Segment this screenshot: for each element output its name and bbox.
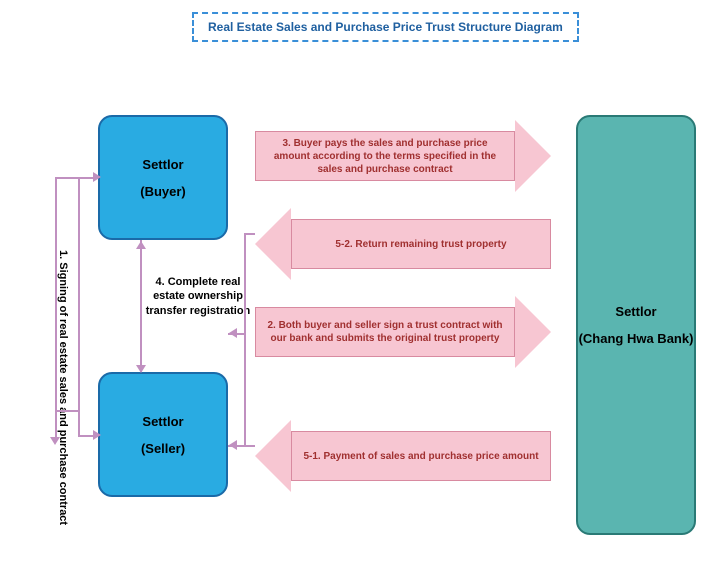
arrow-step3-label: 3. Buyer pays the sales and purchase pri… <box>255 131 515 181</box>
arrowhead-right-icon <box>515 120 551 192</box>
node-bank-line1: Settlor <box>615 304 656 319</box>
arrowhead-left-icon <box>255 420 291 492</box>
label-step4: 4. Complete real estate ownership transf… <box>143 275 253 318</box>
arrow-step5-2-label: 5-2. Return remaining trust property <box>291 219 551 269</box>
arrow-step3: 3. Buyer pays the sales and purchase pri… <box>255 120 551 192</box>
arrow-step5-2: 5-2. Return remaining trust property <box>255 208 551 280</box>
connector-arrowhead-icon <box>229 440 237 450</box>
arrow-step5-1-label: 5-1. Payment of sales and purchase price… <box>291 431 551 481</box>
arrowhead-right-icon <box>515 296 551 368</box>
arrow-step2-label: 2. Both buyer and seller sign a trust co… <box>255 307 515 357</box>
diagram-title-text: Real Estate Sales and Purchase Price Tru… <box>208 20 563 34</box>
connector-line <box>55 177 80 179</box>
node-buyer-line1: Settlor <box>142 157 183 172</box>
arrow-step5-1: 5-1. Payment of sales and purchase price… <box>255 420 551 492</box>
connector-arrowhead-icon <box>93 172 101 182</box>
node-bank-line2: (Chang Hwa Bank) <box>579 331 694 346</box>
connector-arrowhead-icon <box>136 365 146 373</box>
node-bank: Settlor (Chang Hwa Bank) <box>576 115 696 535</box>
connector-arrowhead-icon <box>93 430 101 440</box>
node-seller: Settlor (Seller) <box>98 372 228 497</box>
connector-line <box>244 333 246 447</box>
diagram-title: Real Estate Sales and Purchase Price Tru… <box>192 12 579 42</box>
connector-line <box>244 233 246 333</box>
connector-line <box>78 177 80 437</box>
node-seller-line2: (Seller) <box>141 441 185 456</box>
connector-arrowhead-icon <box>136 241 146 249</box>
arrow-step2: 2. Both buyer and seller sign a trust co… <box>255 296 551 368</box>
connector-line <box>140 240 142 372</box>
label-step1: 1. Signing of real estate sales and purc… <box>30 250 70 525</box>
node-seller-line1: Settlor <box>142 414 183 429</box>
connector-line <box>55 410 80 412</box>
connector-arrowhead-icon <box>229 328 237 338</box>
node-buyer: Settlor (Buyer) <box>98 115 228 240</box>
node-buyer-line2: (Buyer) <box>140 184 186 199</box>
arrowhead-left-icon <box>255 208 291 280</box>
connector-line <box>55 177 57 412</box>
connector-line <box>55 410 57 440</box>
connector-arrowhead-icon <box>50 437 60 445</box>
